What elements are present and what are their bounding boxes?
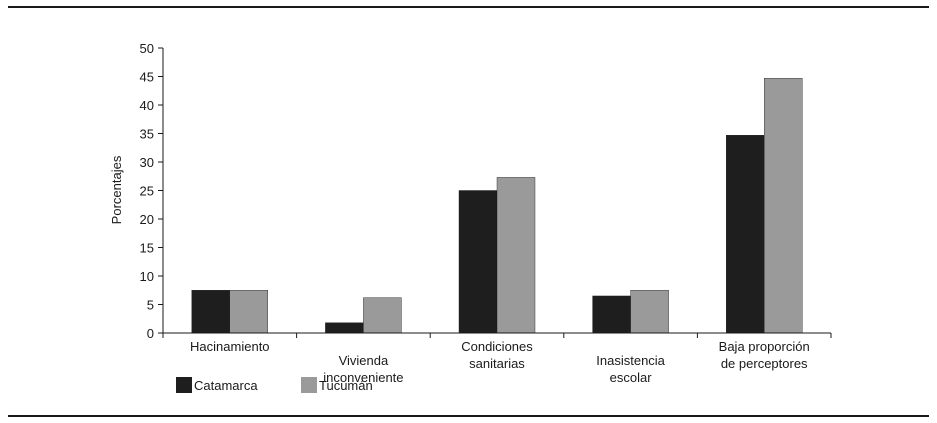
bar-tucum-n — [630, 290, 669, 334]
y-tick-label: 5 — [147, 298, 154, 313]
x-tick-label: escolar — [610, 370, 653, 385]
x-tick-label: Condiciones — [461, 339, 533, 354]
bar-catamarca — [191, 290, 231, 334]
bar-catamarca — [325, 322, 364, 334]
x-tick-label: Vivienda — [339, 353, 389, 368]
x-tick-label: Baja proporción — [719, 339, 810, 354]
y-tick-label: 50 — [140, 41, 154, 56]
y-tick-label: 10 — [140, 269, 154, 284]
y-tick-label: 0 — [147, 326, 154, 341]
x-axis: Hacinamiento Vivienda inconveniente Condici… — [162, 332, 832, 385]
bar-tucum-n — [764, 78, 803, 334]
legend-label: Catamarca — [194, 378, 258, 393]
bar-catamarca — [458, 190, 498, 334]
y-tick-label: 15 — [140, 241, 154, 256]
bar-tucum-n — [496, 177, 536, 334]
y-tick-label: 30 — [140, 155, 154, 170]
bar-tucum-n — [363, 297, 402, 334]
x-tick-label: Hacinamiento — [190, 339, 270, 354]
bars — [191, 78, 803, 334]
y-axis-label: Porcentajes — [109, 155, 124, 224]
bar-catamarca — [726, 135, 765, 334]
y-tick-label: 35 — [140, 127, 154, 142]
y-tick-label: 40 — [140, 98, 154, 113]
y-tick-label: 20 — [140, 212, 154, 227]
bar-catamarca — [592, 295, 631, 334]
legend-swatch — [301, 377, 317, 393]
x-tick-label: inconveniente — [323, 370, 403, 385]
y-tick-label: 25 — [140, 184, 154, 199]
legend: Catamarca Tucumán — [176, 377, 373, 393]
y-axis: 0 5 10 15 20 25 30 35 40 45 50 — [140, 41, 164, 341]
x-tick-label: Inasistencia — [596, 353, 665, 368]
legend-swatch — [176, 377, 192, 393]
legend-label: Tucumán — [319, 378, 373, 393]
x-tick-label: de perceptores — [721, 356, 808, 371]
bar-tucum-n — [229, 290, 269, 334]
y-tick-label: 45 — [140, 70, 154, 85]
x-tick-label: sanitarias — [469, 356, 525, 371]
